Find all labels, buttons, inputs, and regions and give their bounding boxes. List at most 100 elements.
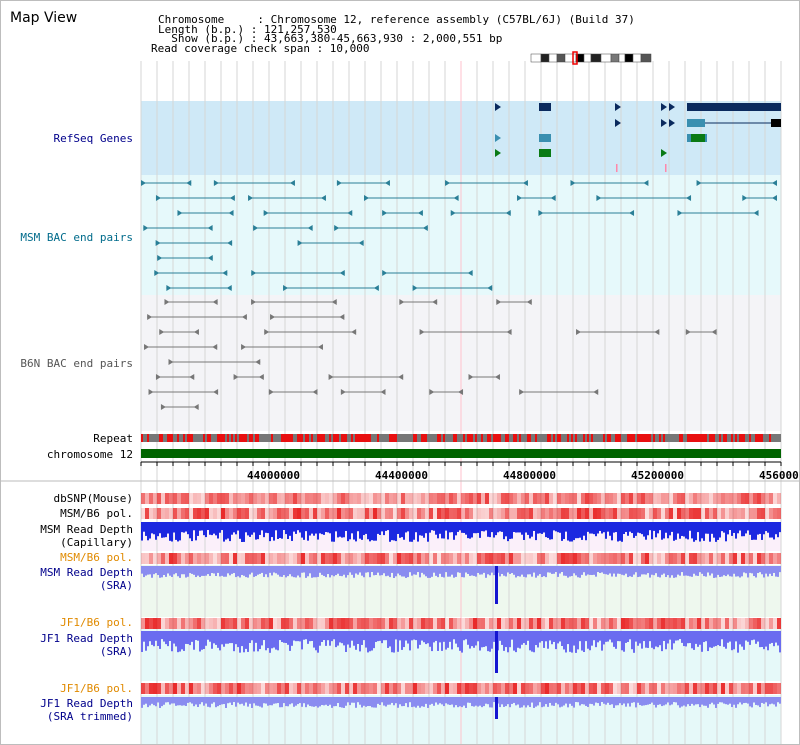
track-label-msm-b6-pol-2[interactable]: MSM/B6 pol. bbox=[60, 551, 133, 564]
msm-bac-pair bbox=[143, 225, 149, 231]
track-label-msm-bac[interactable]: MSM BAC end pairs bbox=[20, 231, 133, 244]
repeat-segment bbox=[651, 434, 653, 442]
msm-capillary-depth-bar bbox=[655, 522, 657, 538]
track-label-refseq[interactable]: RefSeq Genes bbox=[53, 132, 133, 145]
msm-sra-depth-bar bbox=[667, 566, 669, 576]
jf1-trim-depth-bar bbox=[277, 697, 279, 704]
dbsnp-heat-cell bbox=[361, 493, 365, 504]
msm-capillary-depth-bar bbox=[375, 522, 377, 541]
dbsnp-heat-cell bbox=[389, 493, 393, 504]
msm-b6-pol-heat-cell bbox=[565, 508, 569, 519]
dbsnp-heat-cell bbox=[701, 493, 705, 504]
track-label-jf1-b6-pol[interactable]: JF1/B6 pol. bbox=[60, 616, 133, 629]
msm-b6-pol-heat-cell bbox=[621, 553, 625, 564]
jf1-sra-depth-bar bbox=[309, 631, 311, 642]
repeat-segment bbox=[425, 434, 427, 442]
jf1-b6-pol-heat-cell bbox=[173, 618, 177, 629]
jf1-b6-pol-heat-cell bbox=[685, 618, 689, 629]
msm-sra-depth-bar bbox=[543, 566, 545, 577]
msm-sra-depth-bar bbox=[519, 566, 521, 577]
msm-sra-depth-bar bbox=[621, 566, 623, 575]
jf1-b6-pol-heat-cell bbox=[625, 618, 629, 629]
msm-capillary-depth-bar bbox=[627, 522, 629, 536]
track-label-jf1-read-depth-trimmed[interactable]: JF1 Read Depth (SRA trimmed) bbox=[40, 697, 133, 723]
b6n-bac-pair bbox=[241, 314, 247, 320]
jf1-b6-pol-heat-cell bbox=[421, 618, 425, 629]
track-label-msm-b6-pol[interactable]: MSM/B6 pol. bbox=[60, 507, 133, 520]
jf1-sra-depth-bar bbox=[237, 631, 239, 648]
jf1-trim-depth-bar bbox=[229, 697, 231, 703]
repeat-segment bbox=[699, 434, 701, 442]
jf1-trim-depth-bar bbox=[627, 697, 629, 704]
jf1-sra-depth-bar bbox=[357, 631, 359, 644]
jf1-trim-depth-bar bbox=[533, 697, 535, 708]
jf1-b6-pol-heat-cell bbox=[653, 618, 657, 629]
jf1-b6-pol-heat-cell bbox=[337, 683, 341, 694]
msm-sra-depth-bar bbox=[513, 566, 515, 575]
msm-sra-depth-bar bbox=[147, 566, 149, 575]
msm-sra-depth-bar bbox=[735, 566, 737, 577]
msm-capillary-depth-bar bbox=[299, 522, 301, 533]
jf1-sra-depth-bar bbox=[459, 631, 461, 651]
msm-b6-pol-heat-cell bbox=[541, 553, 545, 564]
track-label-dbsnp[interactable]: dbSNP(Mouse) bbox=[53, 492, 133, 505]
msm-capillary-depth-bar bbox=[721, 522, 723, 532]
dbsnp-heat-cell bbox=[533, 493, 537, 504]
msm-sra-depth-bar bbox=[607, 566, 609, 575]
msm-sra-depth-bar bbox=[501, 566, 503, 574]
track-label-msm-read-depth-capillary[interactable]: MSM Read Depth (Capillary) bbox=[40, 523, 133, 549]
jf1-b6-pol-heat-cell bbox=[497, 683, 501, 694]
msm-capillary-depth-bar bbox=[639, 522, 641, 534]
jf1-sra-depth-bar bbox=[509, 631, 511, 648]
repeat-segment bbox=[369, 434, 371, 442]
msm-capillary-depth-bar bbox=[607, 522, 609, 532]
jf1-sra-depth-bar bbox=[635, 631, 637, 642]
repeat-segment bbox=[327, 434, 329, 442]
track-label-jf1-read-depth-sra[interactable]: JF1 Read Depth (SRA) bbox=[40, 632, 133, 658]
msm-capillary-depth-bar bbox=[513, 522, 515, 533]
jf1-b6-pol-heat-cell bbox=[521, 618, 525, 629]
msm-b6-pol-heat-cell bbox=[401, 508, 405, 519]
jf1-b6-pol-heat-cell bbox=[445, 618, 449, 629]
jf1-b6-pol-heat-cell bbox=[221, 683, 225, 694]
jf1-b6-pol-heat-cell bbox=[417, 618, 421, 629]
repeat-segment bbox=[235, 434, 237, 442]
repeat-segment bbox=[439, 434, 441, 442]
msm-b6-pol-heat-cell bbox=[225, 508, 229, 519]
msm-b6-pol-heat-cell bbox=[765, 553, 769, 564]
dbsnp-heat-cell bbox=[565, 493, 569, 504]
track-label-jf1-b6-pol-2[interactable]: JF1/B6 pol. bbox=[60, 682, 133, 695]
repeat-segment bbox=[587, 434, 589, 442]
jf1-sra-depth-bar bbox=[625, 631, 627, 643]
jf1-b6-pol-heat-cell bbox=[537, 618, 541, 629]
jf1-b6-pol-heat-cell bbox=[753, 683, 757, 694]
msm-sra-depth-bar bbox=[289, 566, 291, 575]
jf1-b6-pol-heat-cell bbox=[605, 618, 609, 629]
msm-sra-depth-bar bbox=[203, 566, 205, 576]
msm-b6-pol-heat-cell bbox=[181, 508, 185, 519]
jf1-trim-depth-bar bbox=[335, 697, 337, 707]
jf1-trim-depth-bar bbox=[441, 697, 443, 705]
jf1-sra-depth-bar bbox=[747, 631, 749, 642]
jf1-b6-pol-heat-cell bbox=[669, 618, 673, 629]
msm-b6-pol-heat-cell bbox=[633, 553, 637, 564]
msm-capillary-depth-bar bbox=[205, 522, 207, 538]
track-label-repeat[interactable]: Repeat bbox=[93, 432, 133, 445]
track-label-msm-read-depth-sra[interactable]: MSM Read Depth (SRA) bbox=[40, 566, 133, 592]
msm-capillary-depth-bar bbox=[281, 522, 283, 539]
repeat-segment bbox=[143, 434, 145, 442]
track-label-b6n-bac[interactable]: B6N BAC end pairs bbox=[20, 357, 133, 370]
msm-b6-pol-heat-cell bbox=[697, 508, 701, 519]
msm-capillary-depth-bar bbox=[351, 522, 353, 534]
repeat-segment bbox=[589, 434, 591, 442]
jf1-sra-depth-bar bbox=[197, 631, 199, 641]
jf1-trim-depth-bar bbox=[281, 697, 283, 708]
msm-capillary-depth-bar bbox=[635, 522, 637, 536]
msm-capillary-depth-bar bbox=[579, 522, 581, 538]
dbsnp-heat-cell bbox=[317, 493, 321, 504]
refseq-gene-arrow bbox=[661, 103, 667, 111]
jf1-b6-pol-heat-cell bbox=[741, 618, 745, 629]
repeat-segment bbox=[721, 434, 723, 442]
jf1-trim-depth-bar bbox=[391, 697, 393, 703]
track-label-chromosome[interactable]: chromosome 12 bbox=[46, 448, 133, 461]
